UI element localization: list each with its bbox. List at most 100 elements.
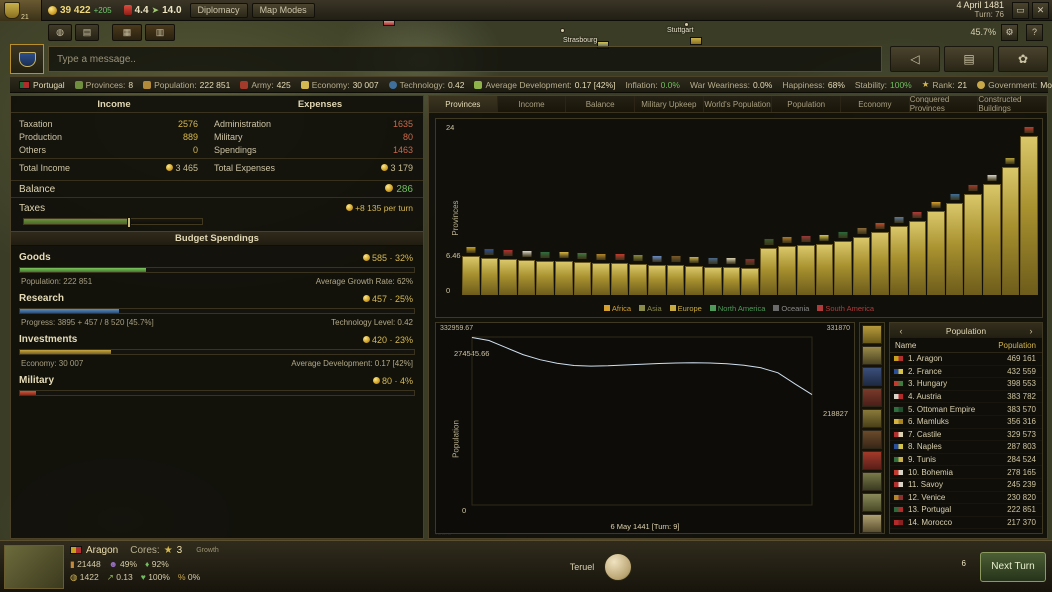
close-button[interactable]: ✕ [1032,1,1049,19]
next-page-button[interactable]: › [1029,325,1033,336]
bar-chart-bar[interactable] [945,193,964,295]
bar-chart-bar[interactable] [778,236,796,295]
spending-category-military[interactable]: Military 80 · 4% [11,369,423,396]
nation-crest-button[interactable]: 21 [0,0,42,21]
spending-category-investments[interactable]: Investments 420 · 23% Economy: 30 007 Av… [11,328,423,369]
help-icon[interactable]: ? [1026,23,1043,41]
thumb-item[interactable] [862,514,882,533]
manpower-indicator[interactable]: 4.4 ➤ 14.0 [118,0,188,21]
bar-chart-bar[interactable] [480,248,499,295]
next-turn-button[interactable]: Next Turn [979,551,1046,582]
population-row[interactable]: 14. Morocco 217 370 [890,517,1042,530]
treasure-icon-tab[interactable]: ▦ [112,23,142,41]
globe-icon-tab[interactable]: ◍ [48,23,72,41]
bar-chart-bar[interactable] [759,238,778,295]
prev-page-button[interactable]: ‹ [899,325,903,336]
bar-chart-bar[interactable] [741,258,759,295]
bar-chart-bar[interactable] [555,251,573,295]
provinces-bar-chart[interactable]: Provinces 24 6.46 0 Africa Asia Europe N… [435,118,1043,318]
population-row[interactable]: 4. Austria 383 782 [890,391,1042,404]
bar-chart-bar[interactable] [666,255,685,295]
message-input[interactable]: Type a message.. [48,46,882,72]
bar-chart-bar[interactable] [517,250,536,295]
bar-chart-bar[interactable] [983,174,1001,295]
bar-chart-bar[interactable] [1001,157,1020,295]
options-icon[interactable]: ⚙ [1001,23,1018,41]
tab-worlds-population[interactable]: World's Population [703,96,773,112]
bar-chart-bar[interactable] [610,253,629,295]
bar-chart-bar[interactable] [964,184,983,295]
save-game-button[interactable]: ▤ [944,46,994,72]
thumb-item[interactable] [862,367,882,386]
thumb-item[interactable] [862,409,882,428]
tab-economy[interactable]: Economy [841,96,910,112]
bar-chart-bar[interactable] [703,257,722,295]
taxes-slider[interactable] [23,217,203,228]
population-row[interactable]: 8. Naples 287 803 [890,441,1042,454]
population-row[interactable]: 2. France 432 559 [890,366,1042,379]
thumb-item[interactable] [862,472,882,491]
bar-chart-bar[interactable] [908,211,927,295]
bar-chart-bar[interactable] [629,254,648,295]
thumb-item[interactable] [862,451,882,470]
scroll-icon-tab[interactable]: ▥ [145,23,175,41]
bar-chart-bar[interactable] [462,246,480,295]
thumb-item[interactable] [862,325,882,344]
player-crest[interactable] [10,44,44,74]
population-row[interactable]: 7. Castile 329 573 [890,429,1042,442]
category-bar[interactable] [19,308,415,314]
population-row[interactable]: 9. Tunis 284 524 [890,454,1042,467]
thumb-item[interactable] [862,346,882,365]
bar-chart-bar[interactable] [536,251,555,295]
bar-chart-bar[interactable] [499,249,517,295]
bar-chart-bar[interactable] [852,227,871,295]
bar-chart-bar[interactable] [685,256,703,295]
category-bar[interactable] [19,390,415,396]
info-nation[interactable]: Portugal [14,80,70,90]
tab-balance[interactable]: Balance [566,96,636,112]
tab-population[interactable]: Population [772,96,842,112]
bar-chart-bar[interactable] [927,201,945,295]
tab-military-upkeep[interactable]: Military Upkeep [635,96,704,112]
thumb-item[interactable] [862,388,882,407]
population-row[interactable]: 5. Ottoman Empire 383 570 [890,403,1042,416]
bar-chart-bar[interactable] [834,231,852,295]
category-bar[interactable] [19,267,415,273]
population-row[interactable]: 6. Mamluks 356 316 [890,416,1042,429]
spending-category-goods[interactable]: Goods 585 · 32% Population: 222 851 Aver… [11,246,423,287]
population-row[interactable]: 1. Aragon 469 161 [890,353,1042,366]
minimize-button[interactable]: ▭ [1012,1,1029,19]
tab-provinces[interactable]: Provinces [429,96,498,112]
budget-panel: Income Expenses Taxation 2576 Administra… [10,95,424,539]
category-bar[interactable] [19,349,415,355]
population-row[interactable]: 13. Portugal 222 851 [890,504,1042,517]
bar-chart-bar[interactable] [573,252,592,295]
population-row[interactable]: 12. Venice 230 820 [890,492,1042,505]
spending-category-research[interactable]: Research 457 · 25% Progress: 3895 + 457 … [11,287,423,328]
population-row[interactable]: 3. Hungary 398 553 [890,378,1042,391]
thumb-item[interactable] [862,493,882,512]
bar-chart-bar[interactable] [871,222,890,295]
bar-chart-bar[interactable] [796,235,815,295]
bar-chart-bar[interactable] [648,255,666,295]
bar-chart-bar[interactable] [722,257,741,295]
bar-chart-bar[interactable] [815,234,834,295]
tab-income[interactable]: Income [497,96,567,112]
treasury-indicator[interactable]: 39 422 +205 [42,0,118,21]
bar-chart-bar[interactable] [1020,126,1038,295]
diplomacy-button[interactable]: Diplomacy [189,2,248,18]
building-icon-tab[interactable]: ▤ [75,23,99,41]
bar-chart-bar[interactable] [592,253,610,295]
flag-thumbnail-strip[interactable] [859,322,885,534]
population-row[interactable]: 10. Bohemia 278 165 [890,466,1042,479]
population-line-chart[interactable]: 332959.67 331870 274545.66 0 Population … [435,322,855,534]
settings-button[interactable]: ✿ [998,46,1048,72]
tab-constructed-buildings[interactable]: Constructed Buildings [978,95,1048,113]
map-modes-button[interactable]: Map Modes [251,2,315,18]
population-row[interactable]: 11. Savoy 245 239 [890,479,1042,492]
tab-conquered-provinces[interactable]: Conquered Provinces [909,95,979,113]
thumb-item[interactable] [862,430,882,449]
bar-chart-bar[interactable] [890,216,908,295]
province-portrait[interactable] [4,544,64,589]
send-message-button[interactable]: ◁ [890,46,940,72]
